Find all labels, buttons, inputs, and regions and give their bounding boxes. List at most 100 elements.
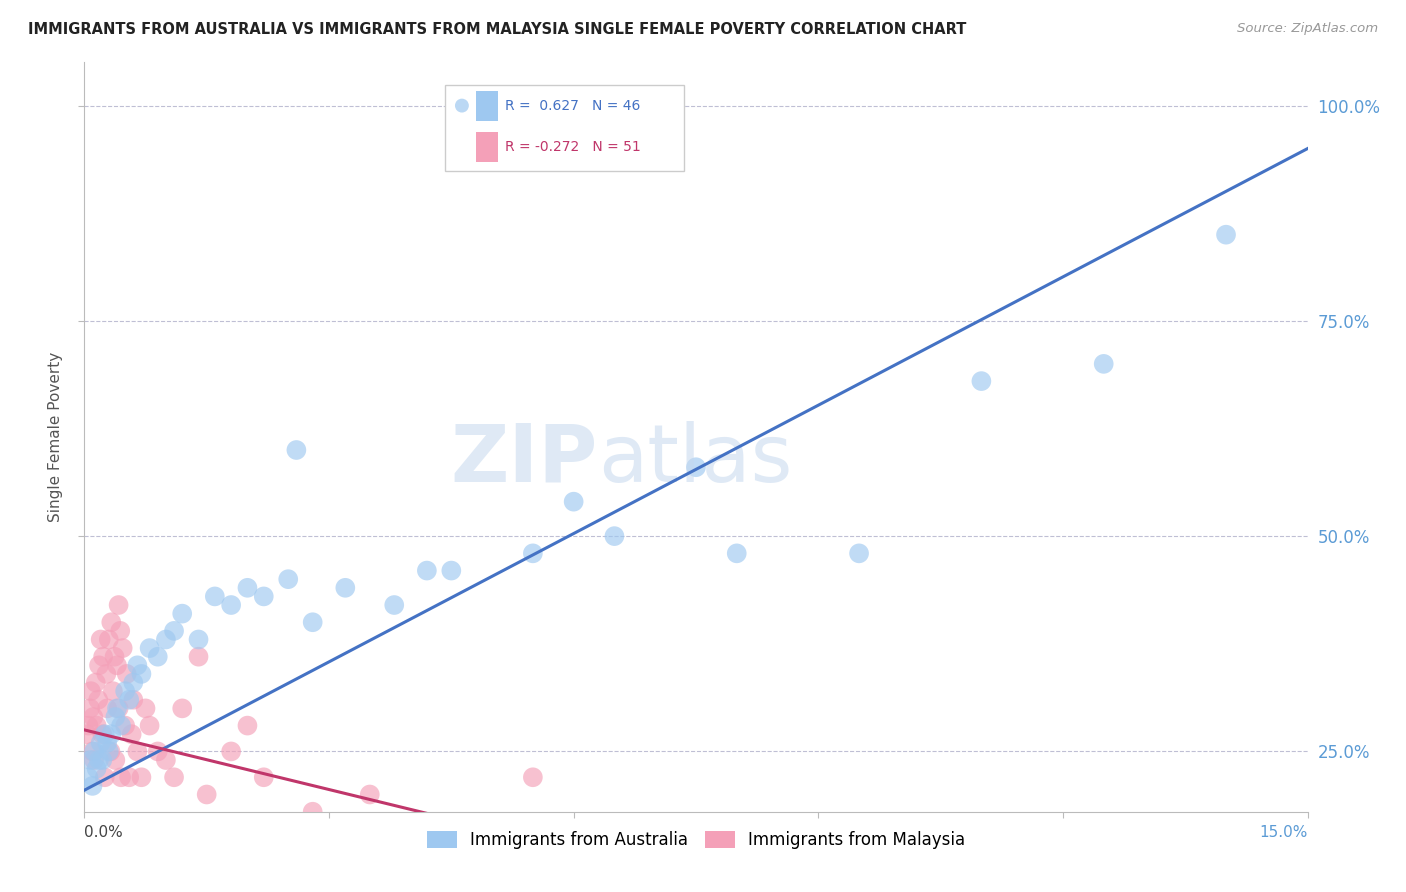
Point bbox=[138, 718, 160, 732]
Point bbox=[80, 753, 103, 767]
Point bbox=[236, 581, 259, 595]
Point bbox=[96, 667, 118, 681]
Point bbox=[82, 710, 104, 724]
Point bbox=[82, 779, 104, 793]
Point bbox=[103, 649, 125, 664]
Text: IMMIGRANTS FROM AUSTRALIA VS IMMIGRANTS FROM MALAYSIA SINGLE FEMALE POVERTY CORR: IMMIGRANTS FROM AUSTRALIA VS IMMIGRANTS … bbox=[28, 22, 966, 37]
Point bbox=[253, 590, 276, 604]
Point bbox=[163, 624, 186, 638]
Point bbox=[440, 564, 463, 578]
Point bbox=[76, 727, 98, 741]
Point bbox=[105, 701, 128, 715]
Point bbox=[118, 692, 141, 706]
Point bbox=[138, 641, 160, 656]
Point bbox=[115, 667, 138, 681]
Point bbox=[970, 374, 993, 388]
Point bbox=[195, 788, 218, 802]
Point bbox=[101, 684, 124, 698]
Point bbox=[104, 753, 127, 767]
Point bbox=[219, 598, 242, 612]
Point bbox=[522, 546, 544, 560]
Point bbox=[91, 753, 114, 767]
Text: atlas: atlas bbox=[598, 420, 793, 499]
Point bbox=[253, 770, 276, 784]
Point bbox=[187, 649, 209, 664]
Point bbox=[522, 770, 544, 784]
Point bbox=[90, 736, 112, 750]
Point bbox=[77, 718, 100, 732]
Point bbox=[93, 770, 115, 784]
Point bbox=[77, 770, 100, 784]
Text: 0.0%: 0.0% bbox=[84, 824, 124, 839]
Point bbox=[146, 649, 169, 664]
Point bbox=[82, 744, 104, 758]
Point bbox=[416, 564, 439, 578]
Point bbox=[97, 744, 120, 758]
Point bbox=[285, 442, 308, 457]
Point bbox=[131, 770, 153, 784]
Text: Source: ZipAtlas.com: Source: ZipAtlas.com bbox=[1237, 22, 1378, 36]
Point bbox=[725, 546, 748, 560]
Point bbox=[83, 753, 105, 767]
Point bbox=[335, 581, 357, 595]
Point bbox=[84, 675, 107, 690]
Point bbox=[107, 701, 129, 715]
Point bbox=[848, 546, 870, 560]
Point bbox=[127, 744, 149, 758]
Point bbox=[83, 744, 105, 758]
Point bbox=[97, 632, 120, 647]
Point bbox=[107, 598, 129, 612]
Point bbox=[110, 770, 132, 784]
Legend: Immigrants from Australia, Immigrants from Malaysia: Immigrants from Australia, Immigrants fr… bbox=[420, 824, 972, 855]
Point bbox=[110, 624, 132, 638]
Point bbox=[122, 675, 145, 690]
Point bbox=[114, 718, 136, 732]
Point bbox=[172, 607, 194, 621]
Point bbox=[382, 598, 405, 612]
Point bbox=[301, 805, 323, 819]
Point bbox=[105, 658, 128, 673]
Point bbox=[131, 667, 153, 681]
Point bbox=[118, 770, 141, 784]
Point bbox=[562, 494, 585, 508]
Point bbox=[90, 632, 112, 647]
Point bbox=[121, 727, 143, 741]
Point bbox=[87, 753, 110, 767]
Point bbox=[91, 727, 114, 741]
Point bbox=[91, 649, 114, 664]
Point bbox=[1092, 357, 1115, 371]
Point bbox=[100, 727, 122, 741]
Point bbox=[80, 684, 103, 698]
Point bbox=[114, 684, 136, 698]
Point bbox=[204, 590, 226, 604]
Point bbox=[277, 572, 299, 586]
Point bbox=[685, 460, 707, 475]
Point bbox=[603, 529, 626, 543]
Y-axis label: Single Female Poverty: Single Female Poverty bbox=[48, 352, 63, 522]
Point bbox=[236, 718, 259, 732]
Point bbox=[87, 692, 110, 706]
Point bbox=[416, 822, 439, 836]
Point bbox=[100, 615, 122, 630]
Point bbox=[163, 770, 186, 784]
Point bbox=[301, 615, 323, 630]
Point bbox=[111, 641, 134, 656]
Point bbox=[172, 701, 194, 715]
Point bbox=[187, 632, 209, 647]
Point bbox=[155, 632, 177, 647]
Point bbox=[96, 701, 118, 715]
Point bbox=[219, 744, 242, 758]
Point bbox=[155, 753, 177, 767]
Point bbox=[1215, 227, 1237, 242]
Point bbox=[87, 658, 110, 673]
Text: 15.0%: 15.0% bbox=[1260, 824, 1308, 839]
Point bbox=[96, 736, 118, 750]
Point bbox=[93, 727, 115, 741]
Point bbox=[110, 718, 132, 732]
Point bbox=[127, 658, 149, 673]
Point bbox=[146, 744, 169, 758]
Point bbox=[79, 701, 101, 715]
Point bbox=[104, 710, 127, 724]
Point bbox=[359, 788, 381, 802]
Point bbox=[86, 762, 108, 776]
